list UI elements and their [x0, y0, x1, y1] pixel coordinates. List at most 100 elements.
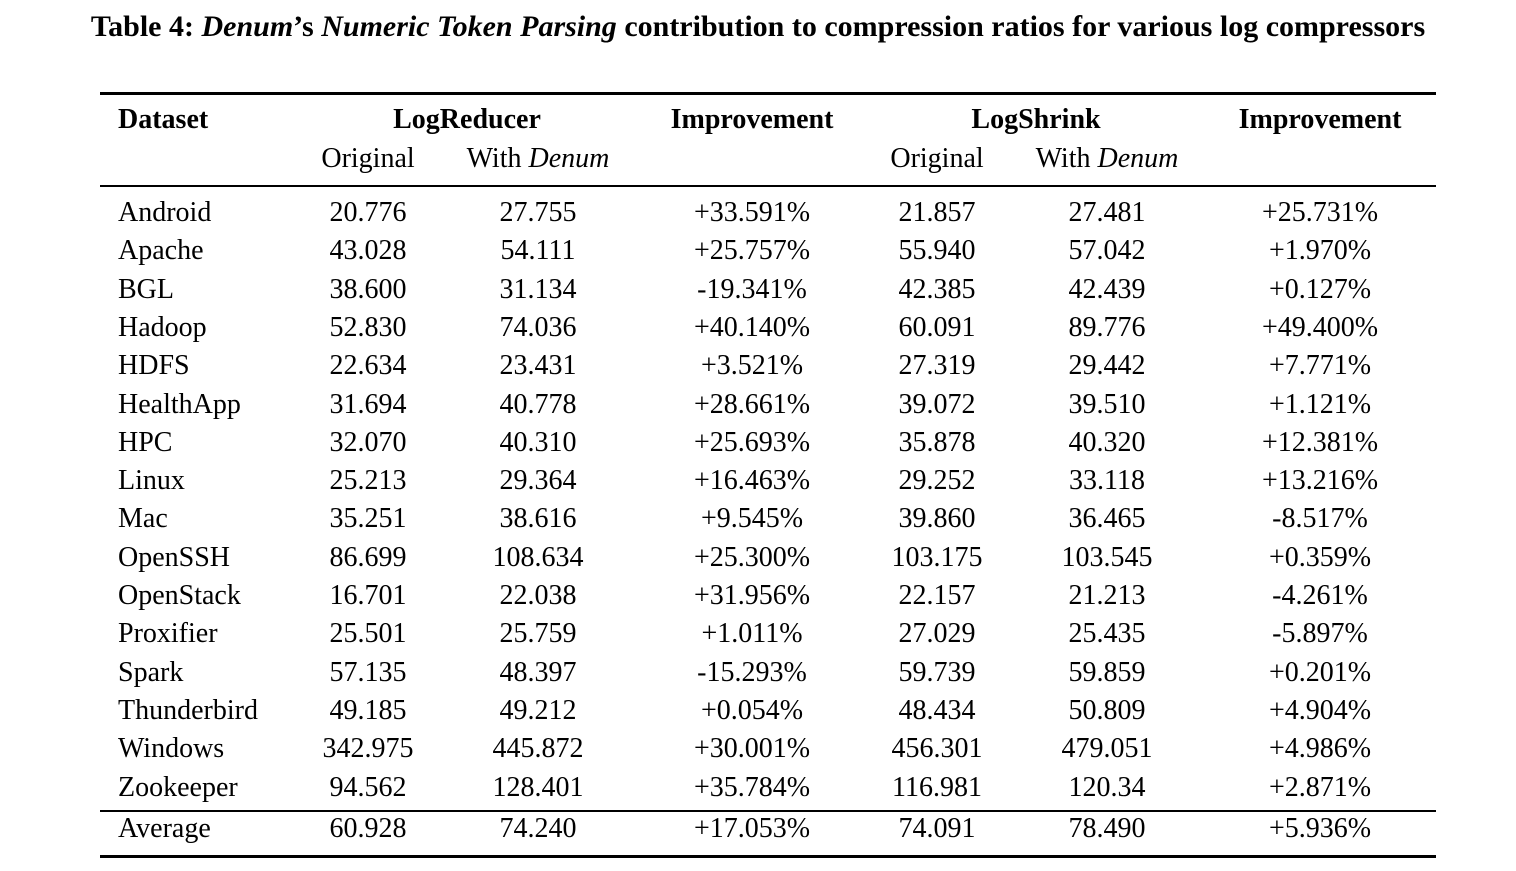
dataset-cell: HDFS	[118, 350, 190, 381]
subheader-with-denum-logreducer: With Denum	[467, 143, 610, 175]
ls-denum-cell: 40.320	[1068, 427, 1146, 458]
header-logreducer: LogReducer	[393, 104, 541, 135]
lr-denum-cell: 49.212	[499, 695, 577, 726]
lr-imp-cell: +9.545%	[700, 503, 804, 534]
ls-denum-cell: 21.213	[1068, 580, 1146, 611]
ls-imp-cell: +7.771%	[1268, 350, 1372, 381]
ls-orig-cell: 35.878	[898, 427, 976, 458]
ls-orig-cell: 55.940	[898, 235, 976, 266]
lr-imp-cell: +17.053%	[693, 813, 811, 844]
dataset-cell: OpenSSH	[118, 542, 231, 573]
ls-denum-cell: 103.545	[1061, 542, 1153, 573]
lr-denum-cell: 54.111	[500, 235, 576, 266]
ls-imp-cell: -4.261%	[1272, 580, 1368, 611]
subheader-with-denum-logshrink: With Denum	[1036, 143, 1179, 175]
ls-denum-cell: 42.439	[1068, 274, 1146, 305]
dataset-cell: HealthApp	[118, 389, 241, 420]
caption-prefix: Table 4:	[90, 10, 202, 43]
dataset-cell: Windows	[118, 733, 225, 764]
lr-denum-cell: 445.872	[492, 733, 584, 764]
ls-orig-cell: 103.175	[891, 542, 983, 573]
ls-orig-cell: 29.252	[898, 465, 976, 496]
ls-imp-cell: -5.897%	[1272, 618, 1368, 649]
lr-imp-cell: -19.341%	[697, 274, 807, 305]
lr-denum-cell: 108.634	[492, 542, 584, 573]
dataset-cell: OpenStack	[118, 580, 241, 611]
ls-orig-cell: 27.319	[898, 350, 976, 381]
lr-imp-cell: +40.140%	[693, 312, 811, 343]
dataset-cell: Thunderbird	[118, 695, 258, 726]
ls-imp-cell: +4.904%	[1268, 695, 1372, 726]
lr-orig-cell: 86.699	[329, 542, 407, 573]
dataset-cell: Mac	[118, 503, 168, 534]
header-logshrink: LogShrink	[971, 104, 1101, 135]
lr-orig-cell: 342.975	[322, 733, 414, 764]
lr-denum-cell: 40.778	[499, 389, 577, 420]
lr-denum-cell: 27.755	[499, 197, 577, 228]
header-dataset: Dataset	[118, 104, 209, 135]
ls-denum-cell: 89.776	[1068, 312, 1146, 343]
ls-orig-cell: 39.860	[898, 503, 976, 534]
ls-imp-cell: +25.731%	[1261, 197, 1379, 228]
dataset-cell: Apache	[118, 235, 204, 266]
lr-denum-cell: 48.397	[499, 657, 577, 688]
lr-imp-cell: +3.521%	[700, 350, 804, 381]
lr-denum-cell: 40.310	[499, 427, 577, 458]
ls-imp-cell: +4.986%	[1268, 733, 1372, 764]
ls-denum-cell: 120.34	[1068, 772, 1146, 803]
ls-orig-cell: 42.385	[898, 274, 976, 305]
ls-imp-cell: +0.359%	[1268, 542, 1372, 573]
ls-imp-cell: +49.400%	[1261, 312, 1379, 343]
dataset-cell: HPC	[118, 427, 173, 458]
lr-denum-cell: 23.431	[499, 350, 577, 381]
ls-denum-cell: 50.809	[1068, 695, 1146, 726]
ls-imp-cell: +0.201%	[1268, 657, 1372, 688]
denum-label: Denum	[1097, 143, 1179, 174]
lr-imp-cell: +28.661%	[693, 389, 811, 420]
lr-orig-cell: 22.634	[329, 350, 407, 381]
ls-denum-cell: 36.465	[1068, 503, 1146, 534]
ls-orig-cell: 48.434	[898, 695, 976, 726]
lr-orig-cell: 16.701	[329, 580, 407, 611]
with-label: With	[1035, 143, 1098, 174]
subheader-original-logreducer: Original	[321, 143, 415, 174]
ls-denum-cell: 27.481	[1068, 197, 1146, 228]
ls-orig-cell: 22.157	[898, 580, 976, 611]
lr-orig-cell: 43.028	[329, 235, 407, 266]
ls-orig-cell: 59.739	[898, 657, 976, 688]
ls-denum-cell: 39.510	[1068, 389, 1146, 420]
ls-denum-cell: 78.490	[1068, 813, 1146, 844]
lr-orig-cell: 35.251	[329, 503, 407, 534]
lr-imp-cell: +33.591%	[693, 197, 811, 228]
lr-orig-cell: 60.928	[329, 813, 407, 844]
ls-orig-cell: 21.857	[898, 197, 976, 228]
lr-denum-cell: 38.616	[499, 503, 577, 534]
dataset-cell: Hadoop	[118, 312, 207, 343]
lr-orig-cell: 94.562	[329, 772, 407, 803]
lr-denum-cell: 74.036	[499, 312, 577, 343]
top-rule	[100, 92, 1436, 95]
subheader-original-logshrink: Original	[890, 143, 984, 174]
header-improvement-logshrink: Improvement	[1238, 104, 1402, 135]
lr-denum-cell: 29.364	[499, 465, 577, 496]
caption-suffix: contribution to compression ratios for v…	[616, 10, 1426, 43]
ls-orig-cell: 27.029	[898, 618, 976, 649]
lr-orig-cell: 38.600	[329, 274, 407, 305]
with-label: With	[466, 143, 529, 174]
ls-denum-cell: 479.051	[1061, 733, 1153, 764]
lr-imp-cell: +31.956%	[693, 580, 811, 611]
dataset-cell: BGL	[118, 274, 174, 305]
ls-imp-cell: +1.121%	[1268, 389, 1372, 420]
lr-denum-cell: 22.038	[499, 580, 577, 611]
bottom-rule	[100, 855, 1436, 858]
lr-denum-cell: 31.134	[499, 274, 577, 305]
lr-imp-cell: +25.757%	[693, 235, 811, 266]
dataset-cell: Linux	[118, 465, 185, 496]
dataset-cell: Spark	[118, 657, 184, 688]
lr-orig-cell: 49.185	[329, 695, 407, 726]
lr-orig-cell: 31.694	[329, 389, 407, 420]
lr-imp-cell: +16.463%	[693, 465, 811, 496]
ls-denum-cell: 25.435	[1068, 618, 1146, 649]
dataset-cell: Zookeeper	[118, 772, 238, 803]
average-rule	[100, 810, 1436, 812]
